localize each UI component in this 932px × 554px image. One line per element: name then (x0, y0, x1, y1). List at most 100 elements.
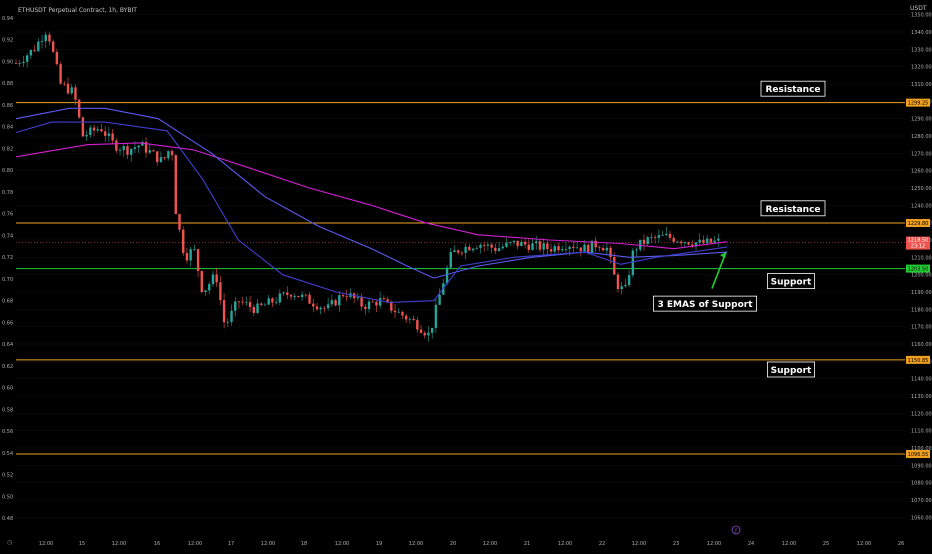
x-tick-7: 18 (301, 541, 307, 547)
x-tick-6: 12:00 (261, 541, 275, 547)
candle-body (185, 253, 189, 261)
candle-body (605, 247, 609, 251)
candle-body (226, 321, 230, 323)
candle-body (267, 298, 270, 305)
candle-body (453, 250, 456, 253)
candle-body (601, 248, 605, 251)
indicator-icon[interactable]: ƒ (731, 525, 741, 535)
annotation-label-1: Resistance (765, 205, 820, 215)
timezone-icon[interactable]: ◷ (7, 539, 12, 546)
right-tick-3: 1320.00 (911, 65, 932, 71)
ema-lines[interactable] (15, 107, 728, 303)
candle-body (260, 303, 263, 305)
ema_mid-line (15, 107, 728, 279)
current-price-label: 1218.50 (908, 238, 929, 244)
candle-body (248, 302, 252, 308)
candle-body (679, 241, 683, 244)
horizontal-levels[interactable]: 1299.25 1229.80 1203.50 1150.85 1096.55 1218.… (16, 98, 930, 458)
level-label-4: 1096.55 (908, 452, 929, 458)
candle-body (486, 244, 490, 246)
candle-body (144, 142, 148, 153)
left-tick-20: 0.54 (2, 451, 13, 457)
candle-body (404, 315, 408, 320)
candle-body (133, 147, 137, 149)
candle-body (33, 49, 36, 51)
candle-body (631, 250, 635, 276)
annotations[interactable]: Resistance Resistance Support Support 3 EMAS… (653, 80, 826, 378)
ema_slow-line (15, 142, 728, 250)
candle-body (360, 297, 363, 307)
x-tick-20: 12:00 (782, 541, 796, 547)
left-tick-4: 0.86 (2, 103, 13, 109)
candle-body (163, 157, 166, 159)
right-tick-23: 1120.00 (911, 411, 932, 417)
right-tick-19: 1160.00 (911, 342, 932, 348)
candle-body (81, 117, 85, 137)
left-tick-6: 0.82 (2, 146, 13, 152)
right-tick-11: 1240.00 (911, 203, 932, 209)
left-tick-9: 0.76 (2, 212, 13, 218)
candle-body (564, 248, 568, 250)
left-tick-2: 0.90 (2, 59, 13, 65)
candle-body (490, 244, 493, 248)
level-tag-1 (906, 219, 930, 228)
candle-body (312, 303, 315, 307)
candle-body (427, 332, 430, 336)
candle-body (535, 241, 538, 244)
candle-body (717, 238, 720, 241)
candle-body (100, 129, 103, 132)
candle-body (126, 146, 129, 155)
x-tick-16: 12:00 (632, 541, 646, 547)
right-tick-2: 1330.00 (911, 47, 932, 53)
candle-body (657, 235, 661, 238)
annotation-box-1 (760, 200, 826, 217)
candle-body (419, 329, 423, 333)
left-tick-5: 0.84 (2, 125, 13, 131)
candle-body (646, 237, 649, 245)
ema_fast-line (15, 121, 728, 303)
left-tick-17: 0.60 (2, 386, 13, 392)
candle-body (118, 150, 122, 151)
right-tick-15: 1200.00 (911, 273, 932, 279)
level-label-3: 1150.85 (908, 358, 929, 364)
candle-body (430, 327, 434, 333)
candle-body (25, 55, 29, 62)
candle-body (308, 294, 311, 304)
candles[interactable] (14, 31, 720, 342)
candle-body (367, 301, 371, 310)
candle-body (59, 64, 62, 84)
candle-body (193, 249, 196, 250)
candle-body (122, 146, 125, 151)
candle-body (613, 257, 616, 275)
x-tick-14: 12:00 (558, 541, 572, 547)
left-tick-23: 0.48 (2, 516, 13, 522)
right-tick-6: 1290.00 (911, 117, 932, 123)
x-tick-1: 15 (79, 541, 85, 547)
candle-body (304, 294, 308, 296)
candle-body (668, 233, 672, 238)
candle-body (256, 303, 259, 313)
left-tick-13: 0.68 (2, 299, 13, 305)
current-price-countdown: 23:12 (911, 244, 925, 250)
candle-body (683, 242, 687, 244)
x-tick-11: 20 (450, 541, 456, 547)
candle-body (319, 307, 322, 310)
candle-body (141, 142, 144, 146)
candle-body (74, 87, 77, 100)
candle-body (390, 301, 393, 311)
annotation-label-2: Support (771, 278, 812, 288)
left-tick-21: 0.52 (2, 473, 13, 479)
candle-body (598, 247, 601, 249)
candle-body (698, 239, 701, 243)
annotation-box-3 (767, 361, 816, 378)
candle-body (460, 252, 464, 254)
left-tick-0: 0.94 (2, 16, 13, 22)
candle-body (616, 274, 620, 290)
candle-body (159, 157, 163, 163)
left-tick-15: 0.64 (2, 342, 13, 348)
annotation-box-4 (653, 295, 758, 312)
candle-body (672, 237, 675, 242)
candle-body (568, 246, 571, 249)
